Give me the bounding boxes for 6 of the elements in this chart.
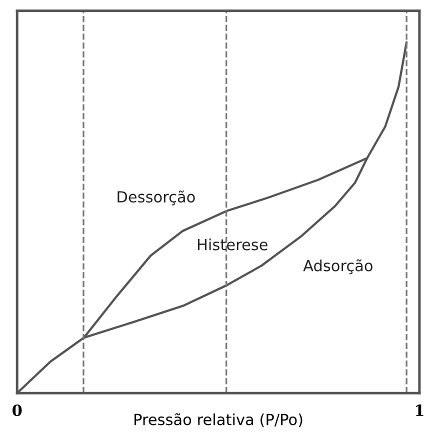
annotation: Histerese xyxy=(198,238,268,250)
x-tick-label: 1 xyxy=(416,404,424,416)
annotation: Adsorção xyxy=(303,259,372,274)
x-axis-title: Pressão relativa (P/Po) xyxy=(134,413,302,428)
annotation: Dessorção xyxy=(118,190,195,206)
x-tick-label: 0 xyxy=(12,404,22,416)
